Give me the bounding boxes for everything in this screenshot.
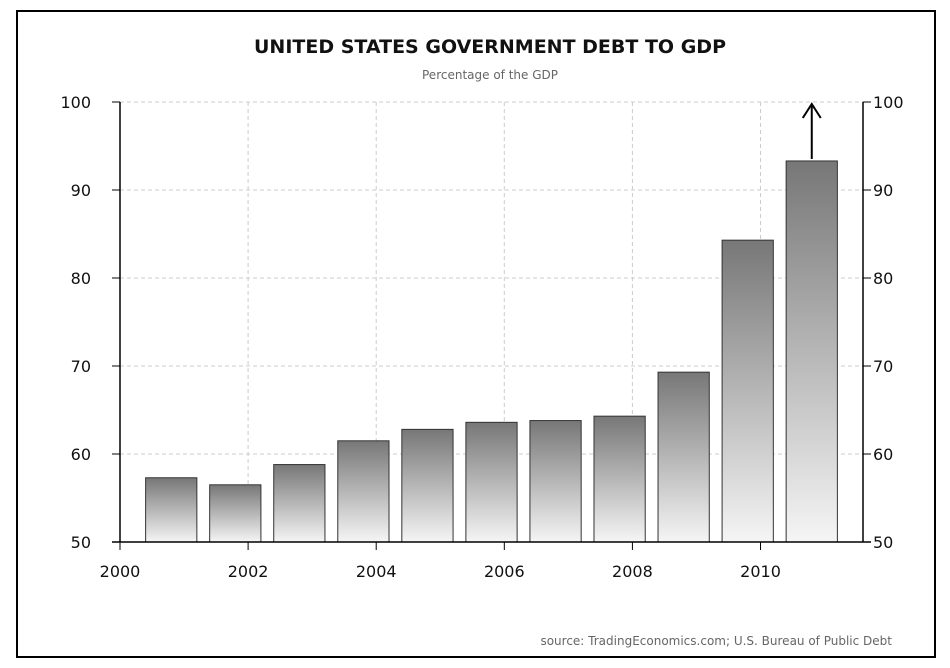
y-tick-label-right: 80 (873, 269, 893, 288)
axes (112, 101, 871, 550)
bar-2010 (721, 239, 774, 543)
x-tick-label: 2000 (100, 562, 141, 581)
y-tick-label-left: 60 (71, 445, 91, 464)
y-tick-label-left: 80 (71, 269, 91, 288)
annotations (801, 102, 822, 159)
y-tick-label-right: 70 (873, 357, 893, 376)
tick-labels: 50 50 60 60 70 70 80 80 90 90 100 100 2000 2002 2004 20… (60, 93, 903, 581)
x-tick-label: 2008 (612, 562, 653, 581)
annotation-arrow-head (801, 102, 822, 119)
chart-frame (16, 10, 936, 658)
bar-2001 (145, 477, 198, 543)
bar-2011 (785, 160, 838, 543)
y-tick-label-right: 90 (873, 181, 893, 200)
bar-2008 (593, 415, 646, 543)
bar-2007 (529, 420, 582, 543)
bar-2009 (657, 371, 710, 543)
bars (145, 160, 838, 543)
y-tick-label-left: 100 (60, 93, 91, 112)
bar-2006 (465, 421, 518, 543)
bar-2004 (337, 440, 390, 543)
chart-title: UNITED STATES GOVERNMENT DEBT TO GDP (254, 36, 726, 58)
source-note: source: TradingEconomics.com; U.S. Burea… (540, 634, 892, 648)
y-tick-label-right: 100 (873, 93, 904, 112)
bar-2002 (209, 484, 262, 543)
y-tick-label-right: 50 (873, 533, 893, 552)
bar-2005 (401, 428, 454, 543)
y-tick-label-left: 50 (71, 533, 91, 552)
x-tick-label: 2004 (356, 562, 397, 581)
y-tick-label-left: 90 (71, 181, 91, 200)
y-tick-label-left: 70 (71, 357, 91, 376)
bar-2003 (273, 464, 326, 543)
x-tick-label: 2006 (484, 562, 525, 581)
x-tick-label: 2010 (740, 562, 781, 581)
y-tick-label-right: 60 (873, 445, 893, 464)
chart-subtitle: Percentage of the GDP (422, 68, 558, 82)
x-tick-label: 2002 (228, 562, 269, 581)
